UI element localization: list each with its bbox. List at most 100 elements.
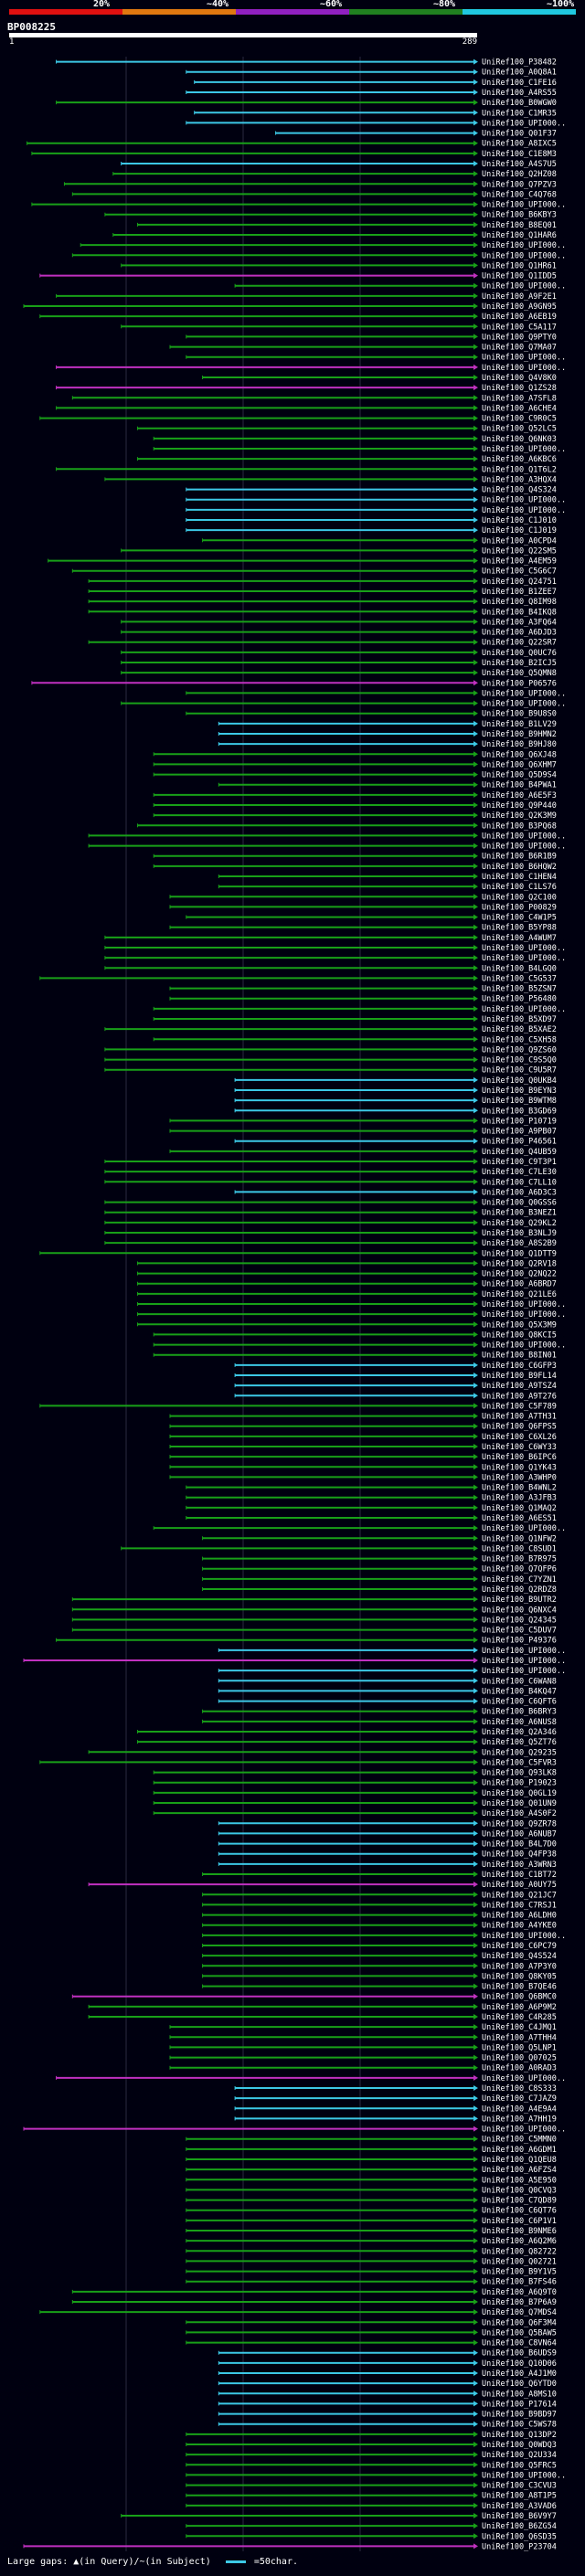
hit-label[interactable]: UniRef100_A6Q2M6 [482,2237,557,2246]
hit-label[interactable]: UniRef100_UPI000.. [482,1300,566,1309]
hit-label[interactable]: UniRef100_C5FVR3 [482,1758,557,1767]
hit-label[interactable]: UniRef100_A6P9M2 [482,2003,557,2012]
hit-label[interactable]: UniRef100_A8S2B9 [482,1239,557,1248]
hit-label[interactable]: UniRef100_Q1NFW2 [482,1534,557,1543]
hit-label[interactable]: UniRef100_Q5X3M9 [482,1320,557,1330]
hit-label[interactable]: UniRef100_C6QT76 [482,2207,557,2216]
hit-label[interactable]: UniRef100_B3NEZ1 [482,1209,557,1218]
hit-label[interactable]: UniRef100_C5G6C7 [482,567,557,577]
hit-label[interactable]: UniRef100_A7THH4 [482,2033,557,2042]
hit-label[interactable]: UniRef100_C9U5R7 [482,1066,557,1076]
hit-label[interactable]: UniRef100_Q8KY05 [482,1972,557,1981]
hit-label[interactable]: UniRef100_A6KBC6 [482,455,557,464]
hit-label[interactable]: UniRef100_B4KQ47 [482,1687,557,1696]
hit-label[interactable]: UniRef100_B0WGW0 [482,99,557,108]
hit-label[interactable]: UniRef100_B1ZEE7 [482,588,557,597]
hit-label[interactable]: UniRef100_UPI000.. [482,2125,566,2135]
hit-label[interactable]: UniRef100_Q0GL19 [482,1789,557,1798]
hit-label[interactable]: UniRef100_B5ZSN7 [482,985,557,994]
hit-label[interactable]: UniRef100_P17614 [482,2400,557,2409]
hit-label[interactable]: UniRef100_P56480 [482,995,557,1004]
hit-label[interactable]: UniRef100_B3NLJ9 [482,1229,557,1238]
hit-label[interactable]: UniRef100_A9F2E1 [482,292,557,302]
hit-label[interactable]: UniRef100_UPI000.. [482,700,566,709]
hit-label[interactable]: UniRef100_B9BD97 [482,2411,557,2420]
hit-label[interactable]: UniRef100_B9U8S0 [482,710,557,719]
hit-label[interactable]: UniRef100_UPI000.. [482,241,566,250]
hit-label[interactable]: UniRef100_C6WAN8 [482,1677,557,1686]
hit-label[interactable]: UniRef100_C6GFP3 [482,1362,557,1371]
hit-label[interactable]: UniRef100_C7LE30 [482,1168,557,1177]
hit-label[interactable]: UniRef100_A4J1M0 [482,2369,557,2379]
hit-label[interactable]: UniRef100_B2ICJ5 [482,659,557,668]
hit-label[interactable]: UniRef100_UPI000.. [482,1310,566,1320]
hit-label[interactable]: UniRef100_Q5FRC5 [482,2461,557,2470]
hit-label[interactable]: UniRef100_Q9PTY0 [482,333,557,342]
hit-label[interactable]: UniRef100_UPI000.. [482,832,566,841]
hit-label[interactable]: UniRef100_Q0GSS6 [482,1199,557,1208]
hit-label[interactable]: UniRef100_UPI000.. [482,282,566,292]
hit-label[interactable]: UniRef100_Q1HAR6 [482,231,557,240]
hit-label[interactable]: UniRef100_B6ZG54 [482,2522,557,2531]
hit-label[interactable]: UniRef100_Q29KL2 [482,1219,557,1228]
hit-label[interactable]: UniRef100_B5XAE2 [482,1025,557,1034]
hit-label[interactable]: UniRef100_A0UY75 [482,1881,557,1890]
hit-label[interactable]: UniRef100_Q21LE6 [482,1290,557,1299]
hit-label[interactable]: UniRef100_Q22SR7 [482,639,557,648]
hit-label[interactable]: UniRef100_C6WY33 [482,1443,557,1452]
hit-label[interactable]: UniRef100_A6GDM1 [482,2146,557,2155]
hit-label[interactable]: UniRef100_Q93LK8 [482,1769,557,1778]
hit-label[interactable]: UniRef100_Q4S324 [482,486,557,495]
hit-label[interactable]: UniRef100_Q5D9S4 [482,771,557,780]
hit-label[interactable]: UniRef100_UPI000.. [482,843,566,852]
hit-label[interactable]: UniRef100_A4YKE0 [482,1922,557,1931]
hit-label[interactable]: UniRef100_A9T276 [482,1392,557,1401]
hit-label[interactable]: UniRef100_Q6BMC0 [482,1993,557,2002]
hit-label[interactable]: UniRef100_C1HEN4 [482,873,557,882]
hit-label[interactable]: UniRef100_UPI000.. [482,1657,566,1666]
hit-label[interactable]: UniRef100_B6HQW2 [482,863,557,872]
hit-label[interactable]: UniRef100_A0CPD4 [482,536,557,546]
hit-label[interactable]: UniRef100_Q07025 [482,2054,557,2063]
hit-label[interactable]: UniRef100_Q9P440 [482,801,557,811]
hit-label[interactable]: UniRef100_B6BRY3 [482,1708,557,1717]
hit-label[interactable]: UniRef100_A3HQX4 [482,475,557,484]
hit-label[interactable]: UniRef100_C8SUD1 [482,1544,557,1553]
hit-label[interactable]: UniRef100_Q1QEU8 [482,2156,557,2165]
hit-label[interactable]: UniRef100_Q10D06 [482,2359,557,2369]
hit-label[interactable]: UniRef100_C9S5Q0 [482,1056,557,1065]
hit-label[interactable]: UniRef100_A6D3C3 [482,1188,557,1197]
hit-label[interactable]: UniRef100_P19023 [482,1779,557,1788]
hit-label[interactable]: UniRef100_Q1DTT9 [482,1249,557,1258]
hit-label[interactable]: UniRef100_Q6NXC4 [482,1606,557,1615]
hit-label[interactable]: UniRef100_Q6XHM7 [482,760,557,769]
hit-label[interactable]: UniRef100_UPI000.. [482,1647,566,1656]
hit-label[interactable]: UniRef100_A6LDH0 [482,1912,557,1921]
hit-label[interactable]: UniRef100_C1J019 [482,526,557,535]
hit-label[interactable]: UniRef100_Q5ZT76 [482,1738,557,1747]
hit-label[interactable]: UniRef100_C4W1P5 [482,914,557,923]
hit-label[interactable]: UniRef100_Q5QMN8 [482,669,557,678]
hit-label[interactable]: UniRef100_Q7MDS4 [482,2308,557,2317]
hit-label[interactable]: UniRef100_Q01F37 [482,130,557,139]
hit-label[interactable]: UniRef100_Q52LC5 [482,425,557,434]
hit-label[interactable]: UniRef100_Q9ZR78 [482,1819,557,1829]
hit-label[interactable]: UniRef100_Q2HZ08 [482,170,557,179]
hit-label[interactable]: UniRef100_C1MR35 [482,109,557,118]
hit-label[interactable]: UniRef100_Q6F3M4 [482,2318,557,2327]
hit-label[interactable]: UniRef100_A0Q8A1 [482,69,557,78]
hit-label[interactable]: UniRef100_A7P3Y0 [482,1962,557,1971]
hit-label[interactable]: UniRef100_P10719 [482,1117,557,1126]
hit-label[interactable]: UniRef100_C5XH58 [482,1035,557,1044]
hit-label[interactable]: UniRef100_Q6SD35 [482,2532,557,2541]
hit-label[interactable]: UniRef100_Q6NK03 [482,435,557,444]
hit-label[interactable]: UniRef100_UPI000.. [482,364,566,373]
hit-label[interactable]: UniRef100_UPI000.. [482,2471,566,2480]
hit-label[interactable]: UniRef100_UPI000.. [482,944,566,953]
hit-label[interactable]: UniRef100_B3GD69 [482,1107,557,1116]
hit-label[interactable]: UniRef100_C5G537 [482,974,557,983]
hit-label[interactable]: UniRef100_Q13DP2 [482,2431,557,2440]
hit-label[interactable]: UniRef100_Q21JC7 [482,1891,557,1900]
hit-label[interactable]: UniRef100_C8VN64 [482,2339,557,2348]
hit-label[interactable]: UniRef100_UPI000.. [482,954,566,963]
